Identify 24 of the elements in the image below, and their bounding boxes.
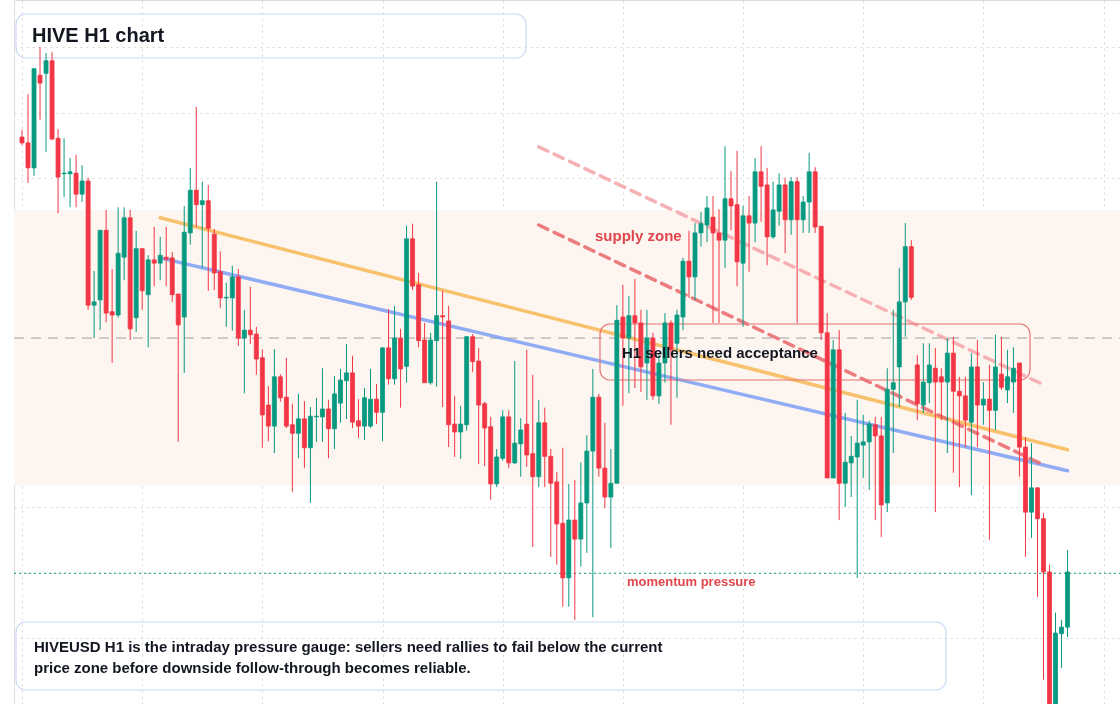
candlestick — [151, 226, 157, 287]
candlestick — [686, 230, 692, 299]
candlestick — [746, 195, 752, 273]
annotation: momentum pressure — [627, 574, 756, 589]
candlestick — [440, 290, 446, 408]
candlestick — [241, 309, 247, 394]
candlestick — [981, 381, 986, 426]
candlestick — [73, 154, 79, 208]
candlestick — [296, 393, 301, 459]
candlestick — [193, 106, 199, 228]
candlestick — [326, 399, 331, 459]
candlestick — [43, 52, 49, 153]
candlestick — [572, 479, 578, 621]
candlestick — [199, 181, 205, 269]
candlestick — [987, 364, 992, 541]
candlestick — [374, 383, 379, 425]
candlestick — [37, 46, 43, 121]
band-label: supply zone — [595, 227, 682, 244]
candlestick — [999, 336, 1004, 391]
candlestick — [79, 164, 85, 203]
candlestick — [157, 236, 163, 281]
chart-title: HIVE H1 chart — [32, 24, 165, 46]
candlestick — [91, 270, 97, 339]
annotation: HIVEUSD H1 is the intraday pressure gauge: sellers need rallies to fail below the current price zone before downside follow-through becomes reliable. — [34, 638, 663, 676]
